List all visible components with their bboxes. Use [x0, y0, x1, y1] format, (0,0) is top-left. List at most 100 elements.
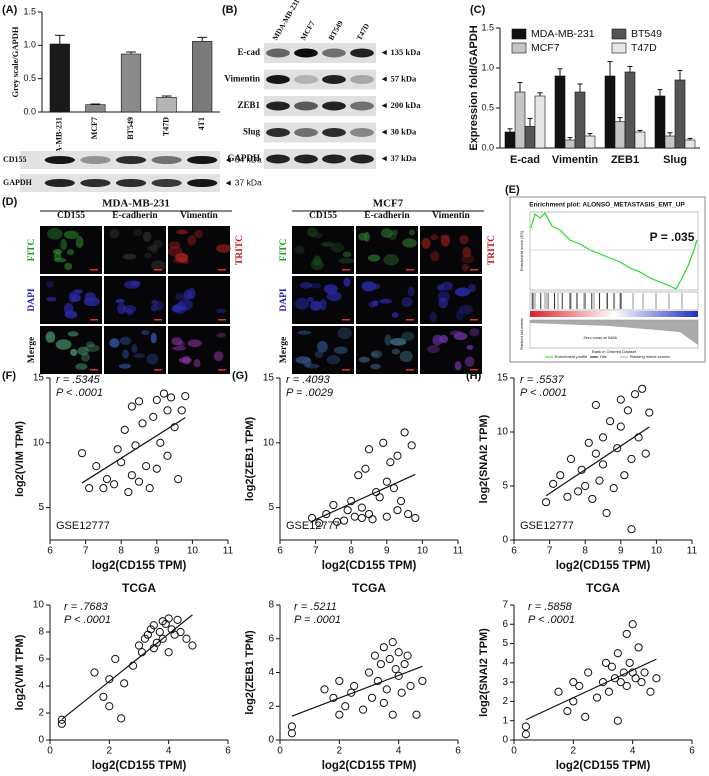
point [379, 643, 388, 652]
point [541, 498, 551, 507]
hits-frame [529, 291, 699, 311]
point [400, 428, 409, 437]
point [120, 425, 129, 434]
x-tick-label: 4T1 [197, 117, 206, 130]
point [357, 503, 366, 512]
y-axis-label: log2(SNAI2 TPM) [478, 628, 490, 717]
cell [380, 228, 393, 238]
fit-line [525, 658, 657, 721]
legend-label: MCF7 [531, 42, 560, 54]
gsea-legend: Enrichment profile [555, 354, 588, 359]
cell [86, 341, 95, 348]
blot-band [115, 179, 147, 187]
scale-bar [342, 369, 350, 371]
point [602, 508, 611, 518]
x-tick-label: 6 [47, 546, 53, 557]
point [127, 471, 136, 480]
bar [684, 139, 696, 149]
legend-swatch [611, 42, 627, 54]
y-tick-label: 2 [38, 708, 44, 719]
x-tick-label: MDA-MB-231 [55, 117, 64, 166]
cell [326, 291, 342, 302]
blot-band [266, 154, 290, 164]
micrograph [356, 326, 418, 374]
point [152, 464, 161, 473]
point [134, 477, 144, 486]
y-tick-label: 1.0 [481, 62, 494, 72]
panel-label: (D) [2, 196, 18, 208]
point [652, 674, 661, 683]
column-label: CD155 [57, 211, 85, 221]
point [404, 509, 413, 519]
point [354, 471, 363, 480]
cell [47, 227, 63, 240]
blot-band [187, 156, 218, 164]
fit-line [545, 426, 650, 497]
point [591, 400, 600, 410]
point [613, 649, 622, 658]
scale-bar [218, 269, 226, 271]
cell [468, 283, 476, 293]
cell [307, 296, 314, 302]
point [566, 454, 576, 464]
point [176, 627, 185, 637]
panel-label: (F) [2, 370, 16, 382]
point [364, 668, 374, 677]
x-tick-label: 0 [277, 746, 283, 757]
annotation: r = .5858 [528, 601, 573, 613]
bar [49, 43, 70, 113]
point [382, 512, 391, 521]
point [391, 665, 400, 674]
point [124, 487, 133, 497]
point [375, 493, 384, 502]
point [581, 712, 590, 721]
point [549, 479, 558, 488]
x-axis-label: log2(CD155 TPM) [556, 760, 651, 772]
y-axis-label: log2(ZEB1 TPM) [244, 630, 256, 715]
point [616, 678, 625, 687]
cell [144, 252, 152, 259]
blot-band [80, 179, 111, 187]
x-tick-label: Slug [663, 154, 687, 166]
point [601, 658, 611, 667]
cell [330, 242, 344, 253]
gsea-zero: Zero cross at 9408 [583, 335, 617, 340]
lane-label: T47D [354, 21, 371, 42]
point [598, 460, 608, 469]
blot-band [350, 48, 374, 58]
panel-label: (C) [470, 4, 486, 16]
point [595, 476, 604, 485]
point [640, 668, 649, 677]
point [128, 661, 138, 670]
cell [311, 232, 323, 239]
cell [64, 310, 78, 319]
y-axis-label: Grey scale/GAPDH [10, 26, 20, 97]
point [138, 419, 147, 428]
blot-band [266, 128, 290, 137]
cell [469, 328, 480, 337]
point [418, 676, 427, 686]
cell [115, 298, 125, 304]
blot-strip [264, 96, 376, 116]
point [379, 698, 388, 707]
cell [60, 238, 67, 251]
point [620, 471, 629, 480]
cell [337, 327, 352, 340]
point [120, 679, 129, 688]
y-tick-label: 1.5 [481, 22, 494, 32]
point [166, 393, 176, 402]
cell [133, 353, 145, 359]
point [386, 458, 395, 467]
annotation: P = .0029 [286, 387, 333, 399]
point [117, 714, 126, 723]
point [92, 462, 101, 471]
point [385, 654, 394, 664]
point [85, 484, 94, 493]
point [622, 629, 631, 639]
y-tick-label: 0 [502, 535, 508, 546]
point [364, 445, 374, 454]
y-tick-label: 3 [502, 677, 508, 688]
cell [181, 259, 190, 265]
point [627, 525, 636, 534]
bar [614, 121, 626, 149]
